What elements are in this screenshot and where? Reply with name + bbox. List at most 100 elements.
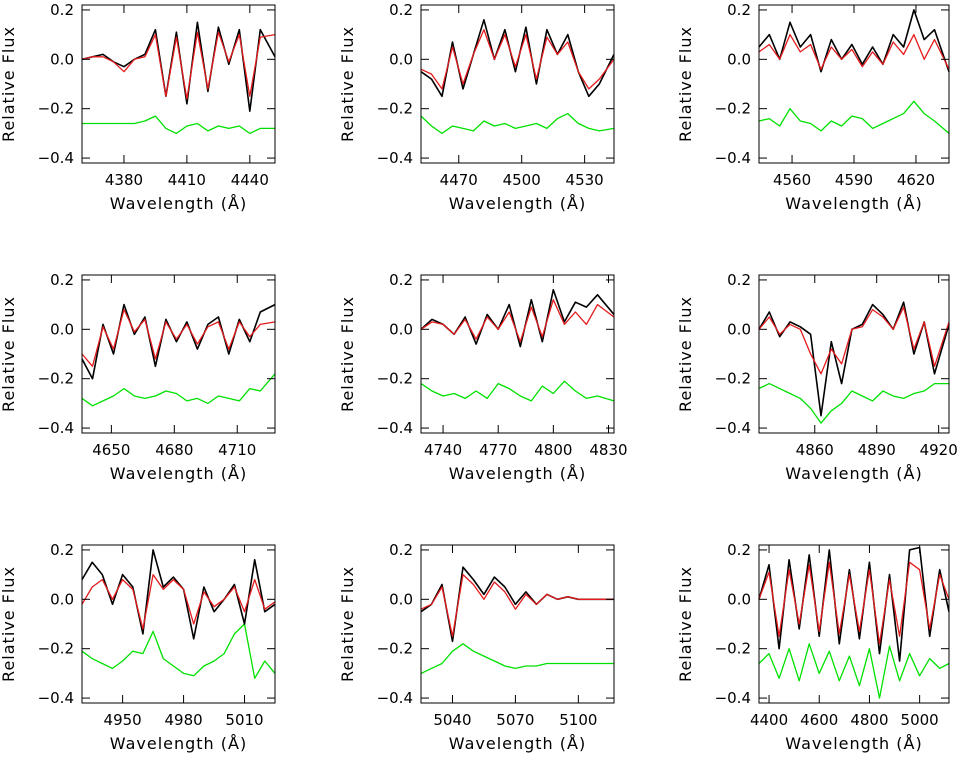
x-tick-label: 4800 <box>850 711 888 729</box>
x-tick-label: 4400 <box>750 711 788 729</box>
series-line-observed <box>420 566 614 643</box>
x-tick-label: 4650 <box>92 441 130 459</box>
y-tick-label: −0.4 <box>38 419 74 437</box>
y-tick-label: −0.4 <box>715 689 751 707</box>
y-axis-title: Relative Flux <box>338 566 357 682</box>
axes-frame <box>420 274 615 434</box>
y-axis-title: Relative Flux <box>338 26 357 142</box>
series-line-residual <box>81 373 276 407</box>
x-tick-label: 4440 <box>231 171 269 189</box>
x-axis-title: Wavelength (Å) <box>449 464 586 483</box>
panel-8: −0.4 −0.2 0.0 0.2 5040 5070 5100 Wavelength (Å)… <box>338 541 615 753</box>
y-tick-label: 0.2 <box>727 1 751 19</box>
y-tick-label: 0.0 <box>727 50 751 68</box>
x-tick-label: 5010 <box>225 711 263 729</box>
y-tick-label: −0.4 <box>715 419 751 437</box>
y-tick-label: 0.2 <box>50 271 74 289</box>
y-tick-label: −0.4 <box>377 689 413 707</box>
axes-frame <box>81 274 276 434</box>
series-line-model <box>81 308 276 367</box>
y-tick-label: 0.0 <box>50 50 74 68</box>
panel-7: −0.4 −0.2 0.0 0.2 4950 4980 5010 Wavelength (Å)… <box>0 541 276 753</box>
axes-frame <box>420 544 615 704</box>
y-tick-label: 0.2 <box>389 271 413 289</box>
x-tick-label: 4950 <box>104 711 142 729</box>
x-axis-title: Wavelength (Å) <box>785 734 922 753</box>
series-line-observed <box>81 21 276 112</box>
x-tick-label: 4600 <box>800 711 838 729</box>
y-axis-title: Relative Flux <box>0 296 18 412</box>
y-tick-label: 0.2 <box>727 541 751 559</box>
series-line-residual <box>420 643 614 674</box>
y-tick-label: −0.4 <box>715 149 751 167</box>
y-tick-label: 0.2 <box>389 1 413 19</box>
y-tick-label: 0.0 <box>389 590 413 608</box>
x-tick-label: 4800 <box>534 441 572 459</box>
x-axis-title: Wavelength (Å) <box>110 734 247 753</box>
x-tick-label: 4410 <box>168 171 206 189</box>
series-line-residual <box>420 112 615 135</box>
x-tick-label: 4470 <box>440 171 478 189</box>
y-tick-label: 0.0 <box>727 590 751 608</box>
y-tick-label: −0.2 <box>377 370 413 388</box>
y-tick-label: 0.2 <box>50 541 74 559</box>
y-axis-title: Relative Flux <box>0 566 18 682</box>
series-line-model <box>758 306 950 375</box>
x-tick-label: 4920 <box>920 441 958 459</box>
series-line-observed <box>758 301 950 417</box>
x-tick-label: 4770 <box>479 441 517 459</box>
y-tick-label: −0.4 <box>38 689 74 707</box>
y-tick-label: 0.0 <box>389 50 413 68</box>
x-tick-label: 4590 <box>835 171 873 189</box>
series-line-observed <box>758 9 950 73</box>
series-line-residual <box>758 100 950 134</box>
y-tick-label: 0.2 <box>389 541 413 559</box>
y-axis-title: Relative Flux <box>676 296 695 412</box>
x-tick-label: 4890 <box>858 441 896 459</box>
x-axis-title: Wavelength (Å) <box>110 464 247 483</box>
x-tick-label: 4620 <box>897 171 935 189</box>
axes-frame <box>758 544 950 704</box>
series-line-model <box>758 33 950 70</box>
x-tick-label: 4860 <box>796 441 834 459</box>
series-line-model <box>758 561 950 645</box>
x-tick-label: 4560 <box>773 171 811 189</box>
axes-frame <box>758 274 950 434</box>
y-tick-label: 0.0 <box>50 590 74 608</box>
x-tick-label: 4380 <box>105 171 143 189</box>
x-axis-title: Wavelength (Å) <box>449 734 586 753</box>
x-axis-title: Wavelength (Å) <box>785 194 922 213</box>
panel-3: −0.4 −0.2 0.0 0.2 4560 4590 4620 Wavelength (Å)… <box>676 1 950 213</box>
y-tick-label: 0.0 <box>389 320 413 338</box>
y-tick-label: 0.0 <box>50 320 74 338</box>
y-tick-label: −0.2 <box>377 640 413 658</box>
x-tick-label: 5000 <box>901 711 939 729</box>
series-line-model <box>420 299 615 343</box>
x-tick-label: 5100 <box>559 711 597 729</box>
x-tick-label: 5040 <box>433 711 471 729</box>
series-line-model <box>81 31 276 100</box>
x-tick-label: 5070 <box>496 711 534 729</box>
y-axis-title: Relative Flux <box>338 296 357 412</box>
x-axis-title: Wavelength (Å) <box>785 464 922 483</box>
panel-6: −0.4 −0.2 0.0 0.2 4860 4890 4920 Wavelength (Å)… <box>676 271 958 483</box>
y-tick-label: −0.4 <box>377 419 413 437</box>
x-tick-label: 4740 <box>424 441 462 459</box>
panel-5: −0.4 −0.2 0.0 0.2 4740 4770 4800 4830Wavelength… <box>338 271 628 483</box>
series-line-residual <box>81 623 276 679</box>
series-line-residual <box>82 115 275 135</box>
y-tick-label: 0.0 <box>727 320 751 338</box>
series-line-observed <box>81 549 276 640</box>
axes-frame <box>420 4 615 164</box>
series-line-model <box>420 573 614 637</box>
y-tick-label: 0.2 <box>50 1 74 19</box>
y-tick-label: −0.2 <box>715 100 751 118</box>
y-tick-label: 0.2 <box>727 271 751 289</box>
series-line-model <box>420 29 615 90</box>
panel-1: −0.4 −0.2 0.0 0.2 4380 4410 4440 Wavelength (Å)… <box>0 1 276 213</box>
y-axis-title: Relative Flux <box>676 26 695 142</box>
series-line-residual <box>420 380 615 402</box>
series-line-observed <box>81 303 276 380</box>
x-tick-label: 4530 <box>566 171 604 189</box>
